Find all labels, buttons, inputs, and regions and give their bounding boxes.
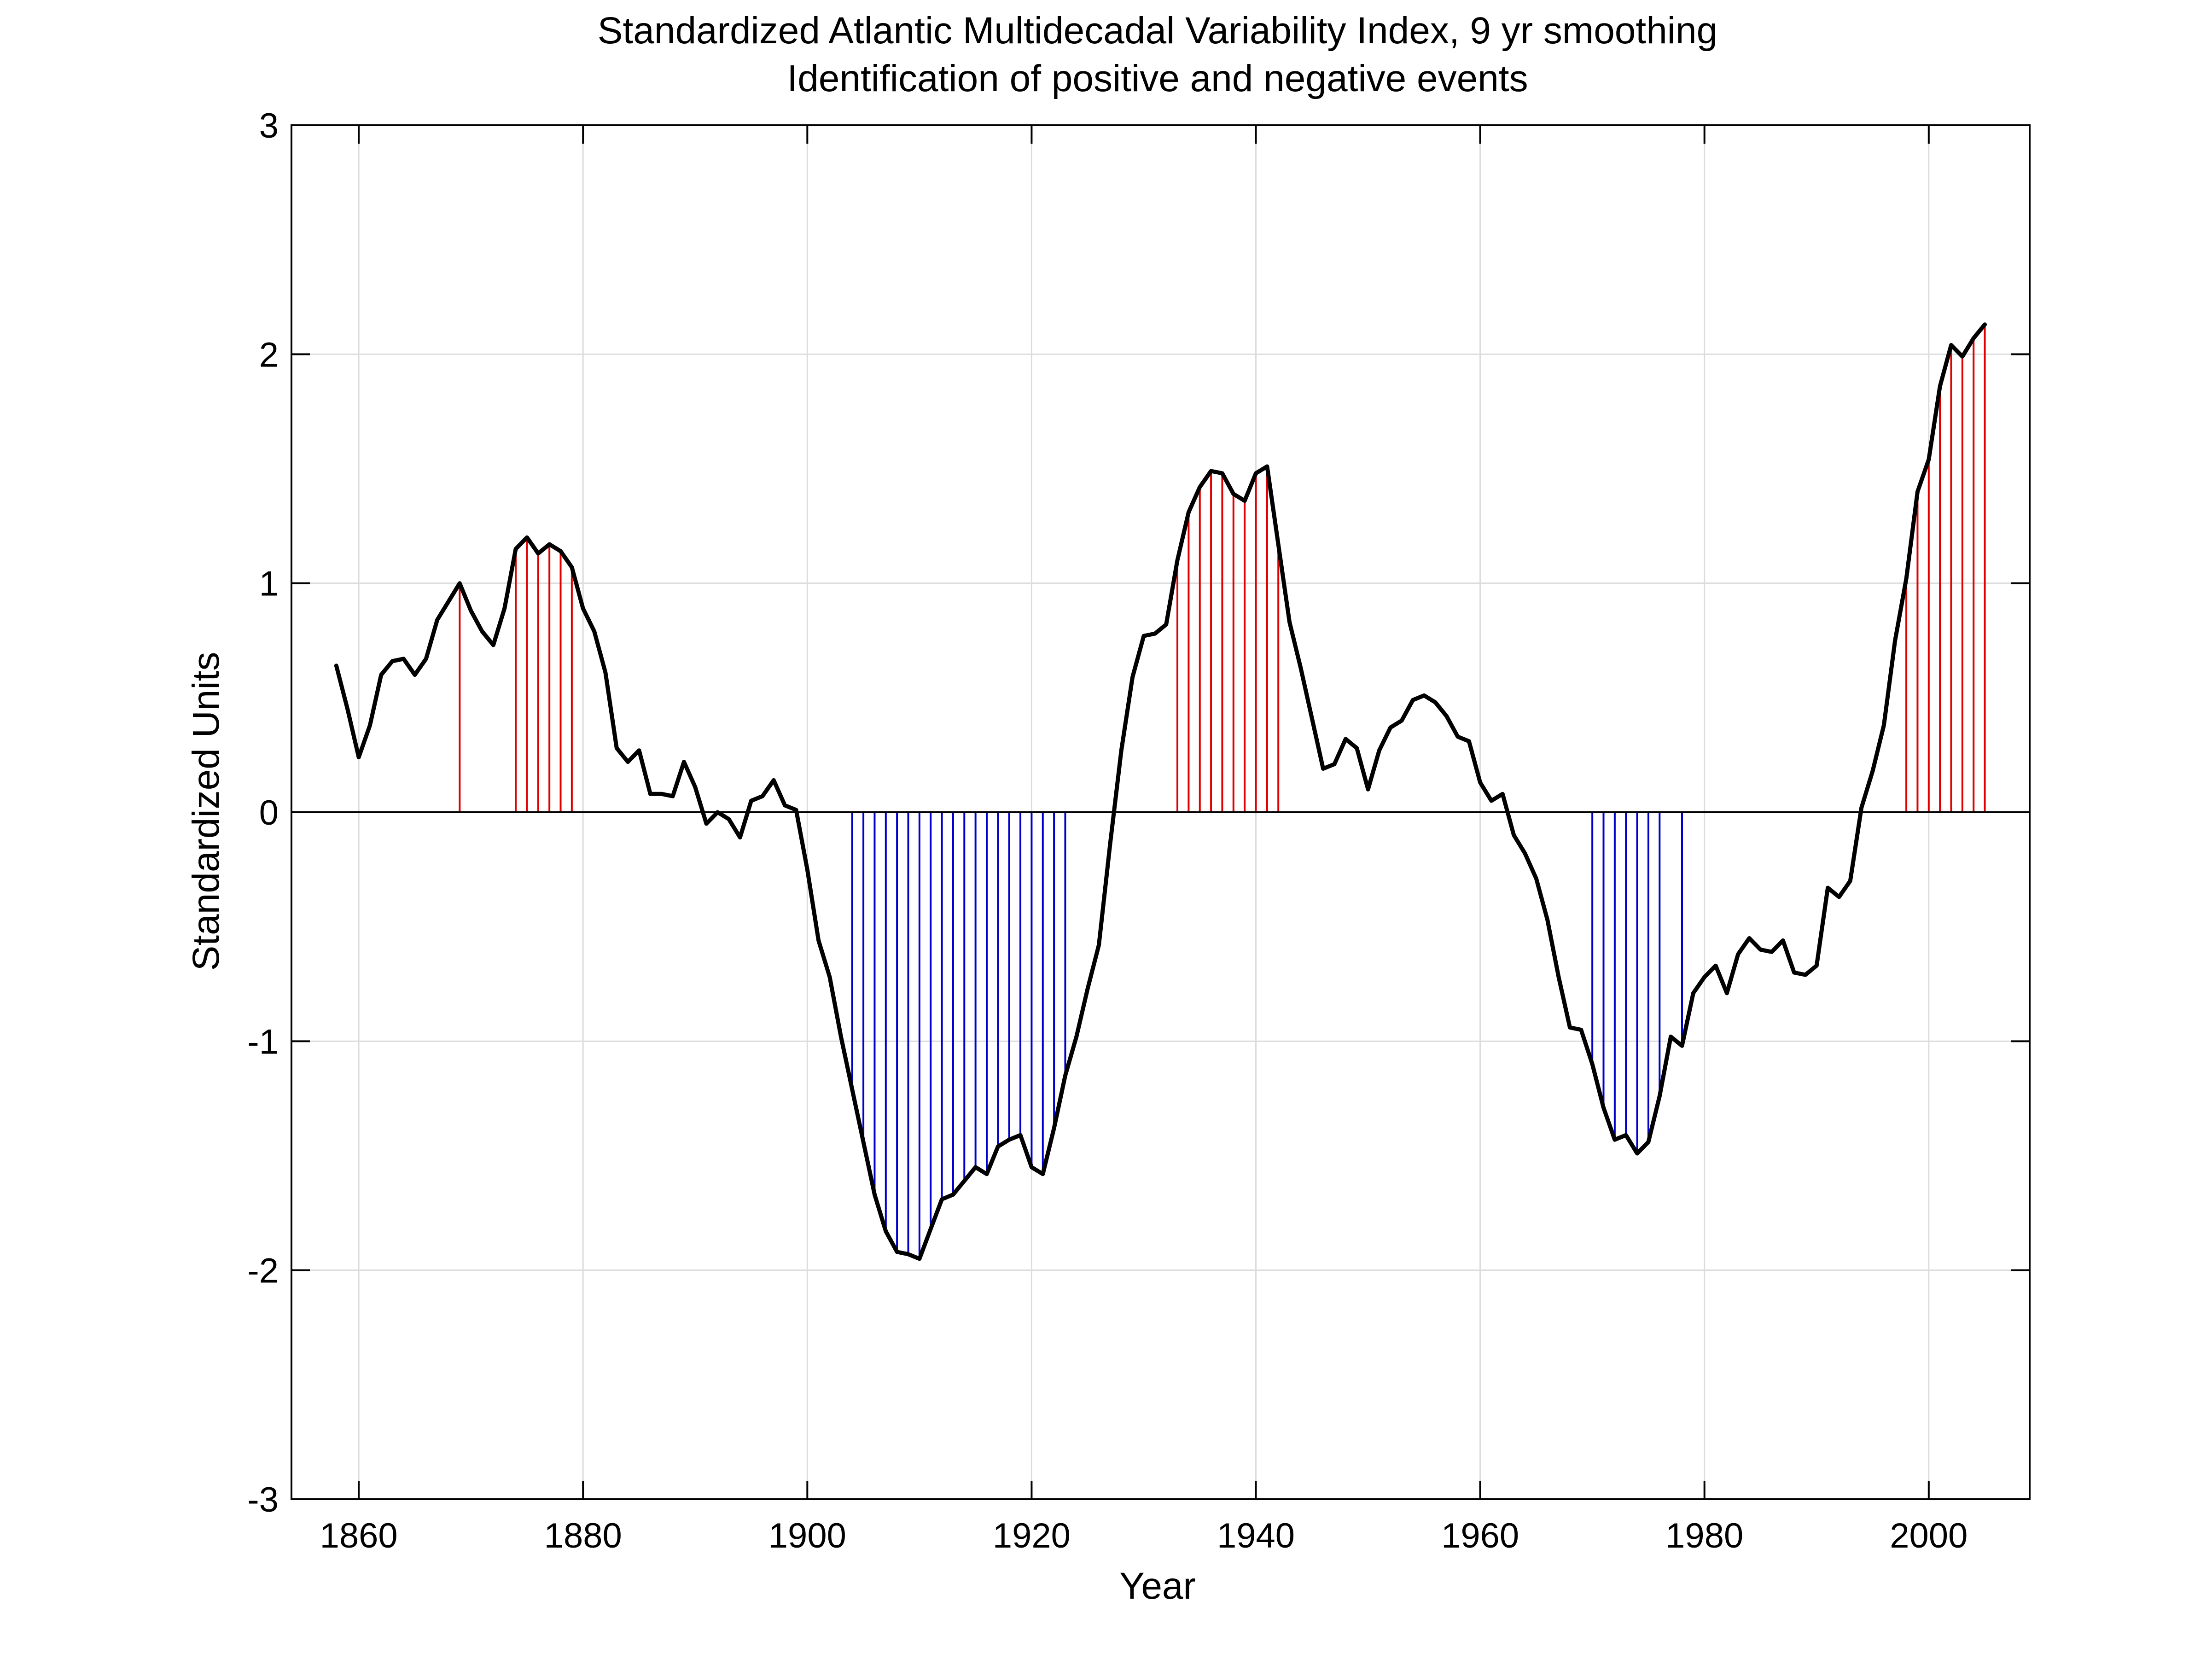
y-tick-label: 2 <box>259 335 279 374</box>
y-tick-label: 0 <box>259 793 279 832</box>
chart-title: Standardized Atlantic Multidecadal Varia… <box>598 10 1717 52</box>
x-axis-label: Year <box>1119 1565 1196 1607</box>
x-tick-label: 1920 <box>993 1516 1071 1555</box>
x-tick-label: 1860 <box>320 1516 398 1555</box>
x-tick-label: 1960 <box>1441 1516 1519 1555</box>
plot-frame <box>291 124 2031 1500</box>
y-tick-label: 3 <box>259 106 279 146</box>
y-tick-label: -3 <box>247 1480 279 1519</box>
y-tick-label: -2 <box>247 1252 279 1291</box>
y-tick-label: 1 <box>259 565 279 604</box>
y-tick-label: -1 <box>247 1022 279 1061</box>
x-tick-label: 1980 <box>1665 1516 1743 1555</box>
event-bars <box>459 324 1986 1259</box>
y-tick-labels: -3 -2 -1 0 1 2 3 <box>247 106 279 1519</box>
y-axis-label: Standardized Units <box>185 652 227 971</box>
x-tick-labels: 1860 1880 1900 1920 1940 1960 1980 2000 <box>320 1516 1968 1555</box>
x-tick-label: 2000 <box>1890 1516 1968 1555</box>
chart-subtitle: Identification of positive and negative … <box>787 58 1528 99</box>
x-tick-label: 1900 <box>768 1516 846 1555</box>
x-tick-label: 1940 <box>1217 1516 1295 1555</box>
x-tick-label: 1880 <box>544 1516 622 1555</box>
series-line-amv <box>334 322 1987 1261</box>
